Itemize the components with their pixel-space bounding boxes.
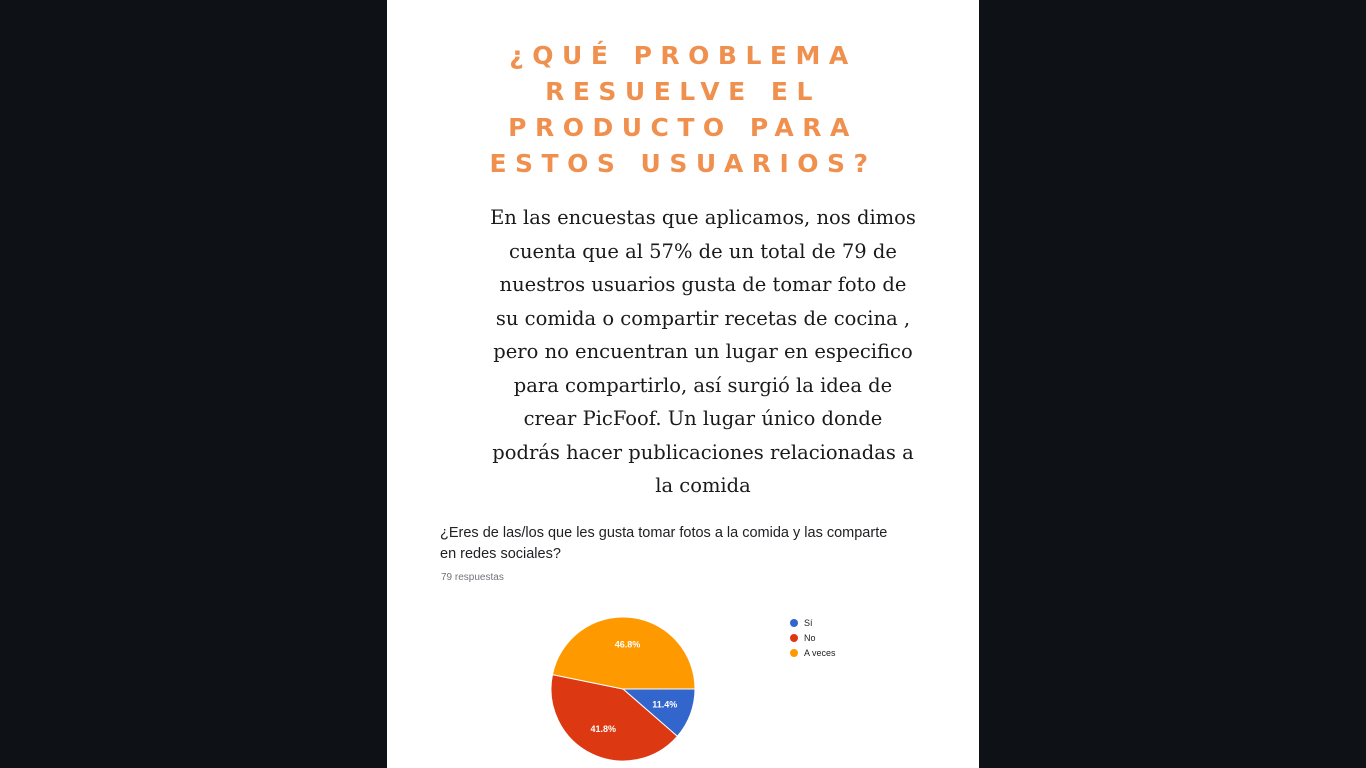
pie-slice-a-veces xyxy=(551,616,696,690)
pie-label-no: 41.8% xyxy=(590,724,616,734)
survey-response-count: 79 respuestas xyxy=(441,572,504,583)
body-line-7: crear PicFoof. Un lugar único donde xyxy=(523,407,883,430)
survey-question: ¿Eres de las/los que les gusta tomar fot… xyxy=(440,523,960,565)
body-line-1: En las encuestas que aplicamos, nos dimo… xyxy=(490,206,916,229)
legend-label: Sí xyxy=(804,617,813,628)
legend-dot-icon xyxy=(790,618,798,627)
body-line-5: pero no encuentran un lugar en especific… xyxy=(493,340,913,363)
legend-label: A veces xyxy=(804,647,836,658)
pie-label-si: 11.4% xyxy=(652,700,677,710)
pie-chart: 11.4% 41.8% 46.8% xyxy=(550,616,696,762)
slide-page: ¿QUÉ PROBLEMA RESUELVE EL PRODUCTO PARA … xyxy=(387,0,979,768)
body-line-2: cuenta que al 57% de un total de 79 de xyxy=(509,239,897,263)
heading-line-1: ¿QUÉ PROBLEMA xyxy=(509,41,857,70)
legend-dot-icon xyxy=(790,633,798,642)
legend-item-si: Sí xyxy=(790,615,836,630)
pie-slice-no xyxy=(550,674,679,762)
body-line-9: la comida xyxy=(655,474,751,497)
heading-line-4: ESTOS USUARIOS? xyxy=(489,149,877,178)
legend-item-a-veces: A veces xyxy=(790,645,836,660)
legend-item-no: No xyxy=(790,630,836,645)
slide-heading: ¿QUÉ PROBLEMA RESUELVE EL PRODUCTO PARA … xyxy=(387,38,979,182)
pie-label-a-veces: 46.8% xyxy=(615,640,641,650)
body-line-4: su comida o compartir recetas de cocina … xyxy=(495,306,911,330)
body-line-3: nuestros usuarios gusta de tomar foto de xyxy=(499,273,907,296)
legend-dot-icon xyxy=(790,648,798,657)
body-line-8: podrás hacer publicaciones relacionadas … xyxy=(492,440,914,464)
heading-line-3: PRODUCTO PARA xyxy=(508,113,858,142)
chart-legend: Sí No A veces xyxy=(790,615,836,660)
legend-label: No xyxy=(804,632,816,643)
heading-line-2: RESUELVE EL xyxy=(545,77,821,106)
survey-question-line-1: ¿Eres de las/los que les gusta tomar fot… xyxy=(440,525,888,541)
body-paragraph: En las encuestas que aplicamos, nos dimo… xyxy=(449,201,957,503)
body-line-6: para compartirlo, así surgió la idea de xyxy=(513,373,893,397)
survey-question-line-2: en redes sociales? xyxy=(440,546,561,562)
